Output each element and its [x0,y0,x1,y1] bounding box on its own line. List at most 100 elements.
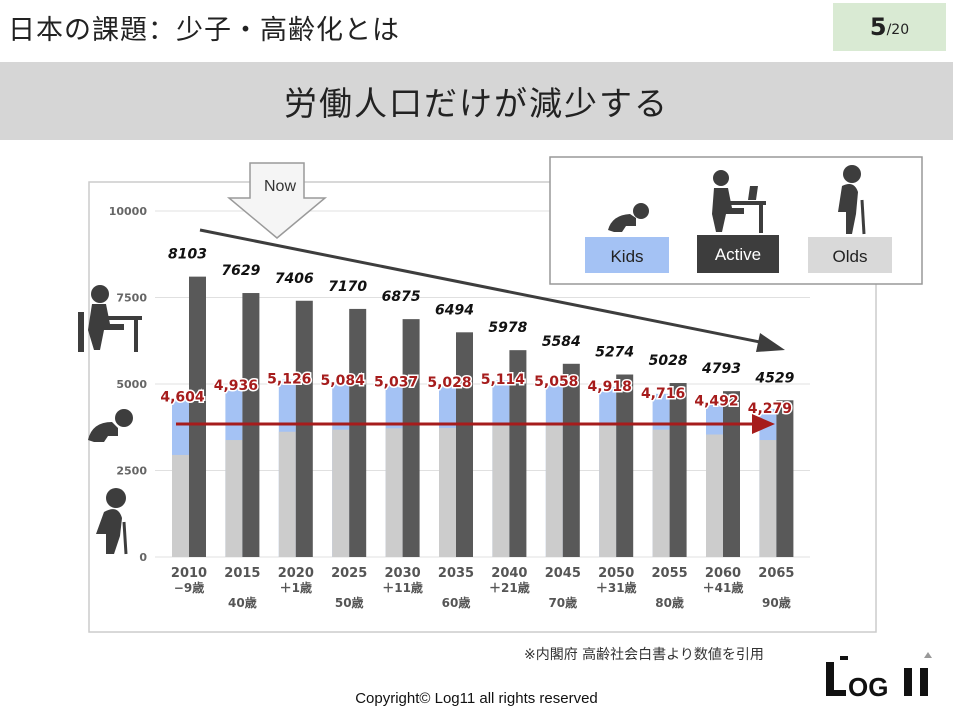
x-tick-label: 2025 [331,566,367,581]
now-marker-label: Now [264,178,296,195]
kids-value-label: 5,037 [374,375,418,391]
y-tick-label: 2500 [116,465,147,478]
bar-olds [706,434,723,557]
worker-icon-left [91,285,109,303]
legend-kids-swatch [585,237,669,273]
slide-title: 日本の課題：少子・高齢化とは [8,15,400,46]
legend-active-label: Active [715,245,761,264]
baby-icon [608,214,636,232]
y-tick-label: 5000 [116,378,147,391]
legend-olds-swatch [808,237,892,273]
svg-text:OG: OG [848,672,888,700]
active-value-label: 5978 [488,320,527,336]
bar-olds [492,423,510,557]
kids-value-label: 4,279 [748,401,792,417]
banner-heading: 労働人口だけが減少する [284,84,669,123]
kids-value-label: 4,918 [588,379,632,395]
worker-icon-left [106,316,142,320]
kids-value-label: 4,604 [160,390,205,406]
kids-value-label: 5,126 [267,372,311,388]
active-value-label: 8103 [168,247,207,263]
x-age-label: 60歳 [442,595,471,610]
y-tick-label: 10000 [109,205,148,218]
bar-active [509,350,527,557]
active-value-label: 5274 [595,345,634,361]
x-tick-label: 2065 [758,566,794,581]
active-value-label: 4529 [754,370,794,386]
bar-olds [332,429,350,557]
worker-icon-left [88,304,124,350]
worker-icon [759,205,763,233]
page-number-badge: 5 /20 [833,3,946,51]
x-age-label: −9歳 [174,580,204,595]
baby-icon-left [88,422,118,442]
kids-value-label: 5,028 [427,375,471,391]
x-tick-label: 2055 [652,566,688,581]
x-age-label: ＋41歳 [703,580,744,595]
active-trend-arrow-head [756,333,785,352]
x-age-label: 80歳 [655,595,684,610]
bar-active [456,332,473,557]
x-age-label: ＋31歳 [596,580,637,595]
source-note: ※内閣府 高齢社会白書より数値を引用 [524,647,764,663]
elder-icon [838,184,858,234]
worker-icon [748,186,758,200]
active-value-label: 5028 [649,353,688,369]
x-tick-label: 2045 [545,566,581,581]
x-age-label: ＋1歳 [280,580,312,595]
elder-icon-left [106,488,126,508]
active-value-label: 6494 [435,302,474,318]
kids-value-label: 4,492 [694,394,738,410]
x-tick-label: 2050 [598,566,634,581]
bar-olds [225,440,243,557]
worker-icon-left [134,320,138,352]
bar-active [402,319,420,557]
x-age-label: 70歳 [548,595,577,610]
kids-value-label: 5,114 [481,372,526,388]
log11-logo: OG [826,652,932,700]
page-current: 5 [869,13,887,41]
x-tick-label: 2015 [224,566,260,581]
bar-olds [599,424,617,557]
worker-icon-left [78,312,84,352]
bar-olds [652,429,670,557]
bar-active [295,300,313,557]
bar-olds [385,428,403,557]
x-tick-label: 2010 [171,566,207,581]
worker-icon [713,170,729,186]
bar-active [349,308,367,557]
x-tick-label: 2060 [705,566,741,581]
active-value-label: 4793 [701,361,741,377]
legend-active-swatch [697,235,779,273]
elder-icon-left [96,509,122,554]
worker-icon [728,201,766,205]
bar-active [776,400,794,557]
legend-olds-label: Olds [833,247,868,266]
legend-kids-label: Kids [610,247,643,266]
active-value-label: 7170 [328,279,367,295]
bar-active [189,276,206,557]
bar-olds [439,427,456,557]
elder-icon-left [122,521,128,555]
x-tick-label: 2030 [385,566,421,581]
baby-icon [633,203,649,219]
elder-icon [860,199,866,235]
bar-active [723,391,740,557]
bar-olds [172,454,189,557]
bar-active [669,383,687,557]
copyright-text: Copyright© Log11 all rights reserved [355,690,598,707]
active-value-label: 7406 [275,271,314,287]
kids-value-label: 5,084 [321,373,366,389]
kids-value-label: 4,716 [641,386,685,402]
x-age-label: 40歳 [228,595,257,610]
y-tick-label: 7500 [116,292,147,305]
section-banner: 労働人口だけが減少する [0,62,953,140]
x-tick-label: 2035 [438,566,474,581]
worker-icon [712,188,744,232]
bar-active [562,363,580,557]
y-tick-label: 0 [139,551,147,564]
active-value-label: 6875 [382,289,421,305]
bar-olds [759,440,777,557]
elder-icon [843,165,861,183]
